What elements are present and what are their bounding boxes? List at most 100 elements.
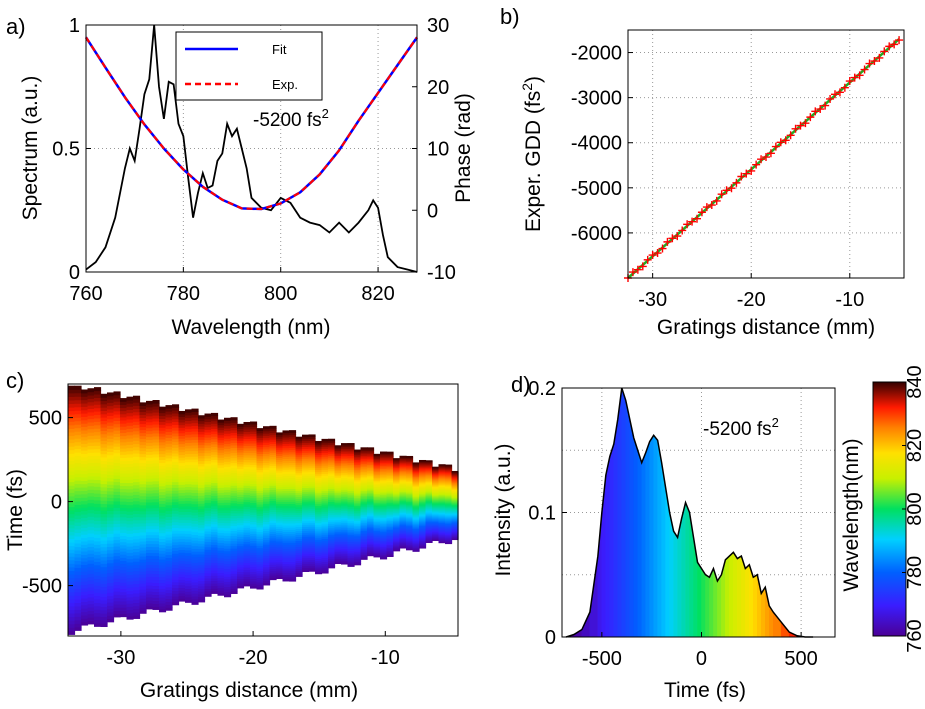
spectrogram-cell [178,446,186,450]
spectrogram-cell [107,497,115,502]
spectrogram-cell [237,463,245,467]
spectrogram-cell [243,550,251,554]
spectrogram-cell [237,519,245,523]
spectrogram-cell [308,469,316,473]
spectrogram-cell [295,494,303,498]
spectrogram-cell [419,501,427,504]
spectrogram-cell [81,483,89,488]
spectrogram-cell [328,459,336,462]
spectrogram-cell [217,572,225,576]
spectrogram-cell [308,496,316,500]
spectrogram-cell [341,470,349,474]
spectrogram-cell [126,593,134,598]
spectrogram-cell [445,531,453,533]
spectrogram-cell [282,497,290,500]
spectrogram-cell [178,560,186,564]
spectrogram-cell [373,468,381,471]
spectrogram-cell [263,564,271,568]
spectrogram-cell [354,495,362,498]
spectrogram-cell [113,568,121,573]
spectrogram-cell [289,451,297,455]
spectrogram-cell [386,524,394,528]
spectrogram-cell [451,483,459,486]
intensity-area-slice [753,574,758,638]
spectrogram-cell [445,526,453,529]
spectrogram-cell [269,485,277,488]
spectrogram-cell [94,537,102,542]
spectrogram-cell [328,549,336,552]
spectrogram-cell [354,533,362,536]
spectrogram-cell [113,462,121,467]
spectrogram-cell [100,417,108,421]
spectrogram-cell [341,481,349,484]
spectrogram-cell [419,532,427,535]
spectrogram-cell [419,503,427,506]
spectrogram-cell [438,475,446,478]
spectrogram-cell [263,516,271,520]
spectrogram-cell [302,534,310,537]
spectrogram-cell [74,424,82,429]
spectrogram-cell [198,428,206,432]
spectrogram-cell [347,557,355,560]
spectrogram-cell [302,501,310,504]
spectrogram-cell [230,447,238,451]
spectrogram-cell [367,472,375,475]
spectrogram-cell [152,477,160,482]
spectrogram-cell [295,562,303,565]
spectrogram-cell [412,508,420,510]
spectrogram-cell [68,609,76,614]
spectrogram-cell [133,481,141,486]
gdd-data-point [762,153,770,162]
spectrogram-cell [250,535,258,539]
spectrogram-cell [328,455,336,458]
spectrogram-cell [185,445,193,449]
spectrogram-cell [211,570,219,574]
spectrogram-cell [159,471,167,475]
spectrogram-cell [113,404,121,409]
spectrogram-cell [399,458,407,461]
spectrogram-cell [211,497,219,502]
spectrogram-cell [289,473,297,476]
spectrogram-cell [399,459,407,462]
spectrogram-cell [113,420,121,425]
spectrogram-cell [419,481,427,484]
spectrogram-cell [451,495,459,498]
spectrogram-cell [178,448,186,453]
spectrogram-cell [165,446,173,450]
spectrogram-cell [217,524,225,528]
spectrogram-cell [412,466,420,469]
spectrogram-cell [367,526,375,529]
spectrogram-cell [406,533,414,536]
spectrogram-cell [328,538,336,541]
spectrogram-cell [347,532,355,536]
spectrogram-cell [152,498,160,503]
spectrogram-cell [419,511,427,514]
spectrogram-cell [438,469,446,472]
spectrogram-cell [191,506,199,510]
spectrogram-cell [237,576,245,580]
spectrogram-cell [334,546,342,549]
spectrogram-cell [321,549,329,553]
spectrogram-cell [139,405,147,409]
spectrogram-cell [107,454,115,459]
spectrogram-cell [341,546,349,550]
spectrogram-cell [237,517,245,521]
spectrogram-cell [328,510,336,514]
spectrogram-cell [100,573,108,578]
spectrogram-cell [289,449,297,453]
spectrogram-cell [68,563,76,568]
spectrogram-cell [334,463,342,467]
spectrogram-cell [328,545,336,549]
spectrogram-cell [328,475,336,479]
spectrogram-cell [120,472,128,477]
spectrogram-cell [230,432,238,436]
spectrogram-cell [380,471,388,474]
spectrogram-cell [133,408,141,413]
spectrogram-cell [393,507,401,510]
spectrogram-cell [321,542,329,545]
spectrogram-cell [243,576,251,580]
spectrogram-cell [224,594,232,598]
spectrogram-cell [419,522,427,525]
spectrogram-cell [354,517,362,520]
spectrogram-cell [217,489,225,493]
